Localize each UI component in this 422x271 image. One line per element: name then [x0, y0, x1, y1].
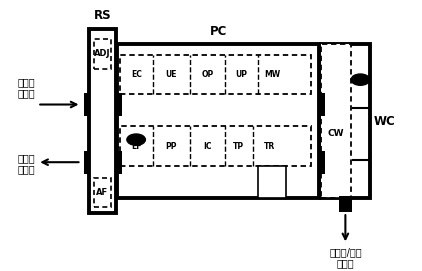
Text: EF: EF: [131, 142, 142, 151]
Text: OP: OP: [201, 70, 214, 79]
Text: 사용후
핵연료: 사용후 핵연료: [18, 77, 35, 99]
Bar: [84, 151, 89, 174]
Bar: [321, 44, 351, 198]
Bar: [319, 93, 325, 116]
Bar: [94, 39, 111, 69]
Text: ADJ: ADJ: [94, 49, 111, 58]
Text: TP: TP: [233, 142, 244, 151]
Text: UP: UP: [235, 70, 247, 79]
Text: EC: EC: [131, 70, 142, 79]
Text: IC: IC: [203, 142, 211, 151]
Text: PP: PP: [166, 142, 177, 151]
Bar: [257, 166, 286, 198]
Circle shape: [351, 74, 370, 85]
Bar: [117, 44, 319, 198]
Bar: [116, 93, 122, 116]
Text: MW: MW: [264, 70, 280, 79]
Text: AF: AF: [96, 188, 108, 197]
Bar: [120, 126, 311, 166]
Bar: [89, 29, 116, 214]
Bar: [84, 93, 89, 116]
Bar: [116, 151, 122, 174]
Text: RS: RS: [94, 9, 111, 22]
Text: TR: TR: [264, 142, 275, 151]
Text: 세라믹/금속
폐기물: 세라믹/금속 폐기물: [329, 247, 362, 268]
Text: UE: UE: [166, 70, 177, 79]
Text: 생산된
핵연료: 생산된 핵연료: [18, 153, 35, 174]
Circle shape: [127, 134, 146, 145]
Text: CW: CW: [328, 129, 344, 138]
Text: WC: WC: [374, 115, 395, 128]
Text: PC: PC: [209, 25, 227, 38]
Bar: [319, 151, 325, 174]
Bar: [94, 178, 111, 207]
Bar: [339, 195, 352, 212]
Bar: [321, 44, 370, 198]
Bar: [120, 54, 311, 94]
